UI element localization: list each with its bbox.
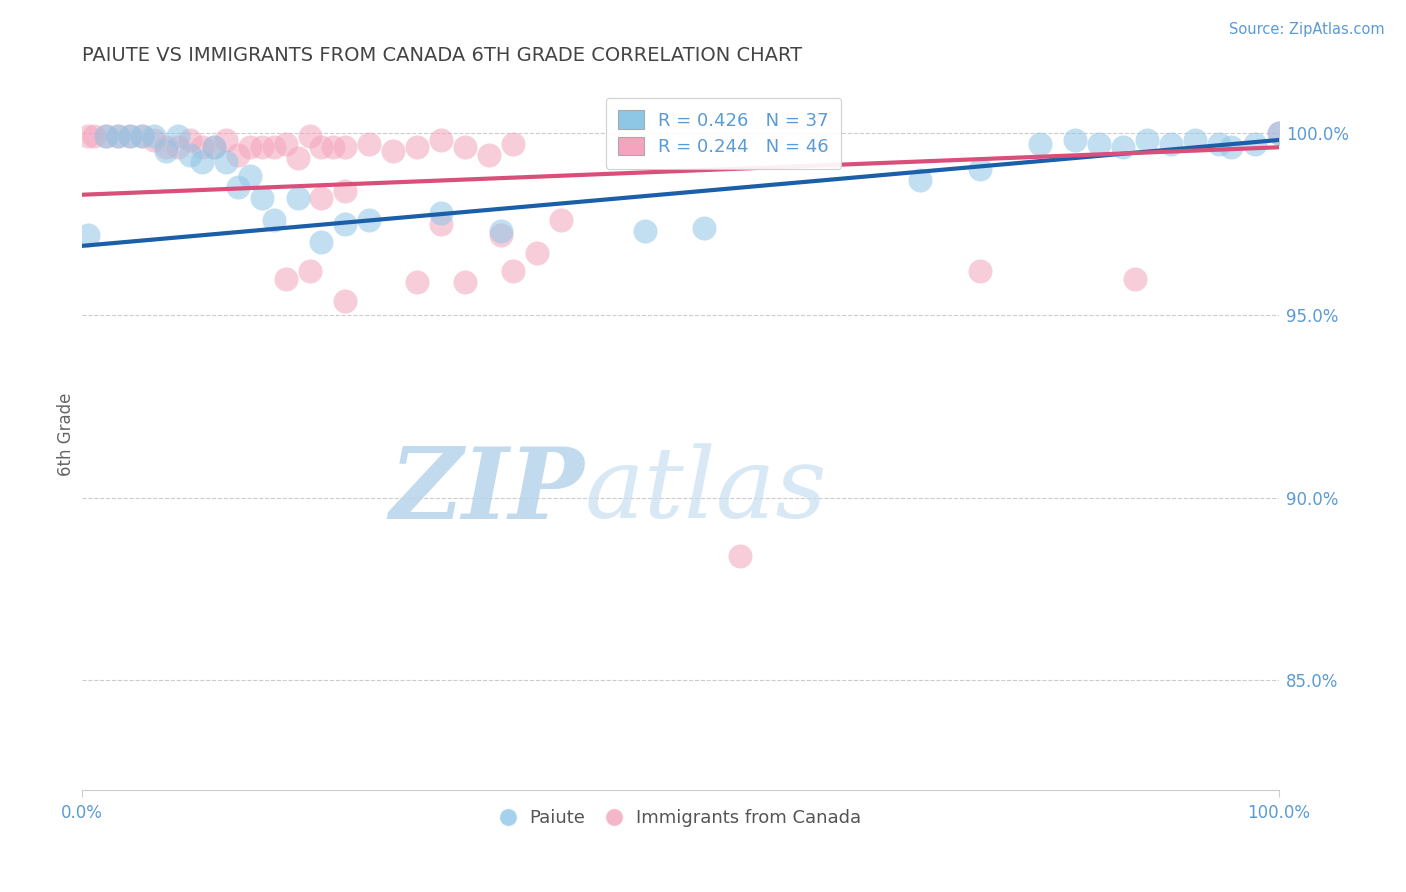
Point xyxy=(107,129,129,144)
Point xyxy=(83,129,105,144)
Point xyxy=(322,140,344,154)
Point xyxy=(239,169,262,184)
Text: atlas: atlas xyxy=(585,443,828,539)
Point xyxy=(215,133,238,147)
Point xyxy=(287,151,309,165)
Point xyxy=(118,129,141,144)
Point xyxy=(179,133,201,147)
Point xyxy=(250,140,273,154)
Point xyxy=(77,227,100,242)
Point xyxy=(94,129,117,144)
Point xyxy=(179,147,201,161)
Point xyxy=(298,264,321,278)
Point xyxy=(1064,133,1087,147)
Point xyxy=(239,140,262,154)
Point xyxy=(502,264,524,278)
Point xyxy=(167,140,190,154)
Point xyxy=(274,271,297,285)
Point xyxy=(454,276,477,290)
Point xyxy=(131,129,153,144)
Point xyxy=(191,154,214,169)
Point xyxy=(202,140,225,154)
Point xyxy=(430,217,453,231)
Point xyxy=(550,213,572,227)
Point xyxy=(155,144,177,158)
Point xyxy=(335,217,357,231)
Point xyxy=(502,136,524,151)
Point xyxy=(311,235,333,250)
Point xyxy=(1268,126,1291,140)
Point xyxy=(430,206,453,220)
Point xyxy=(226,180,249,194)
Point xyxy=(969,162,991,177)
Point xyxy=(430,133,453,147)
Point xyxy=(274,136,297,151)
Point xyxy=(1244,136,1267,151)
Point xyxy=(693,220,716,235)
Point xyxy=(406,140,429,154)
Point xyxy=(1160,136,1182,151)
Point xyxy=(730,549,752,564)
Point xyxy=(1184,133,1206,147)
Point xyxy=(215,154,238,169)
Point xyxy=(118,129,141,144)
Point xyxy=(226,147,249,161)
Point xyxy=(311,140,333,154)
Point xyxy=(1112,140,1135,154)
Text: PAIUTE VS IMMIGRANTS FROM CANADA 6TH GRADE CORRELATION CHART: PAIUTE VS IMMIGRANTS FROM CANADA 6TH GRA… xyxy=(82,46,803,65)
Point xyxy=(406,276,429,290)
Point xyxy=(191,140,214,154)
Point xyxy=(107,129,129,144)
Point xyxy=(287,191,309,205)
Point xyxy=(969,264,991,278)
Point xyxy=(1123,271,1146,285)
Point xyxy=(250,191,273,205)
Point xyxy=(478,147,501,161)
Point xyxy=(335,293,357,308)
Point xyxy=(382,144,405,158)
Point xyxy=(311,191,333,205)
Point xyxy=(131,129,153,144)
Y-axis label: 6th Grade: 6th Grade xyxy=(58,392,75,475)
Point xyxy=(155,140,177,154)
Point xyxy=(167,129,190,144)
Point xyxy=(526,246,548,260)
Point xyxy=(1136,133,1159,147)
Point xyxy=(908,173,931,187)
Text: Source: ZipAtlas.com: Source: ZipAtlas.com xyxy=(1229,22,1385,37)
Point xyxy=(359,136,381,151)
Point xyxy=(1088,136,1111,151)
Point xyxy=(1028,136,1050,151)
Point xyxy=(263,213,285,227)
Point xyxy=(142,129,165,144)
Point xyxy=(454,140,477,154)
Point xyxy=(263,140,285,154)
Point xyxy=(1268,126,1291,140)
Point xyxy=(489,227,512,242)
Point xyxy=(359,213,381,227)
Point xyxy=(77,129,100,144)
Text: ZIP: ZIP xyxy=(389,442,585,539)
Point xyxy=(202,140,225,154)
Point xyxy=(633,224,655,238)
Point xyxy=(298,129,321,144)
Point xyxy=(1208,136,1230,151)
Legend: Paiute, Immigrants from Canada: Paiute, Immigrants from Canada xyxy=(494,802,868,834)
Point xyxy=(335,184,357,198)
Point xyxy=(142,133,165,147)
Point xyxy=(335,140,357,154)
Point xyxy=(1220,140,1243,154)
Point xyxy=(489,224,512,238)
Point xyxy=(94,129,117,144)
